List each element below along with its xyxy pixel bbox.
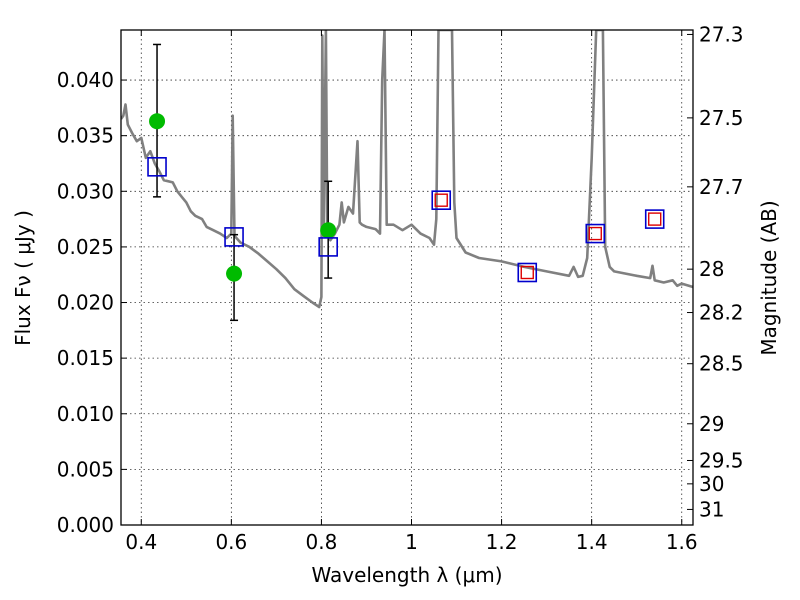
x-tick-label: 1.4 — [576, 530, 608, 554]
inner-box-marker — [434, 193, 448, 207]
y-tick-label: 0.015 — [57, 346, 114, 370]
model-box-marker — [644, 209, 665, 229]
model-box-marker — [147, 157, 167, 177]
observed-point — [320, 222, 337, 239]
observed-points — [149, 113, 337, 282]
y-tick-label: 0.025 — [57, 235, 114, 259]
plot-area — [121, 30, 693, 322]
y2-axis-label: Magnitude (AB) — [757, 200, 781, 355]
model-spectrum-line — [121, 30, 693, 309]
y-tick-label: 0.005 — [57, 457, 114, 481]
x-tick-label: 0.8 — [306, 530, 338, 554]
observed-point — [149, 113, 166, 130]
inner-box-marker — [588, 226, 602, 241]
x-tick-label: 1.2 — [486, 530, 518, 554]
model-box-markers — [147, 157, 665, 283]
y2-tick-label: 27.7 — [699, 175, 744, 199]
y2-tick-label: 29.5 — [699, 448, 744, 472]
x-axis-label: Wavelength λ (μm) — [311, 563, 502, 587]
y-axis-label: Flux Fν ( μJy ) — [11, 210, 35, 346]
y-tick-label: 0.030 — [57, 179, 114, 203]
y-tick-label: 0.040 — [57, 68, 114, 92]
model-box-marker — [318, 237, 338, 257]
observed-point — [226, 265, 243, 282]
plot-background — [121, 30, 693, 525]
y-axis-ticks: 0.000 0.005 0.010 0.015 0.020 0.025 0.030 0.035… — [57, 68, 127, 537]
model-box-marker — [517, 262, 538, 283]
y2-tick-label: 28.5 — [699, 352, 744, 376]
x-tick-label: 0.6 — [215, 530, 247, 554]
y-tick-label: 0.010 — [57, 402, 114, 426]
y-tick-label: 0.000 — [57, 513, 114, 537]
model-box-marker — [585, 223, 606, 244]
x-tick-label: 0.4 — [125, 530, 157, 554]
y2-tick-label: 30 — [699, 472, 724, 496]
y2-tick-label: 31 — [699, 497, 724, 521]
model-box-marker — [431, 190, 452, 210]
y-tick-label: 0.020 — [57, 291, 114, 315]
model-box-marker — [224, 227, 244, 247]
y2-tick-label: 28.2 — [699, 301, 744, 325]
x-axis-ticks: 0.4 0.6 0.8 1 1.2 1.4 1.6 — [125, 30, 698, 554]
plot-frame — [120, 29, 694, 526]
inner-box-marker — [648, 212, 662, 226]
y2-tick-label: 27.5 — [699, 106, 744, 130]
inner-box-marker — [520, 265, 534, 280]
y-tick-label: 0.035 — [57, 124, 114, 148]
x-tick-label: 1.6 — [666, 530, 698, 554]
y2-tick-label: 29 — [699, 412, 724, 436]
y2-tick-label: 28 — [699, 257, 724, 281]
x-tick-label: 1 — [405, 530, 418, 554]
y2-tick-label: 27.3 — [699, 22, 744, 46]
